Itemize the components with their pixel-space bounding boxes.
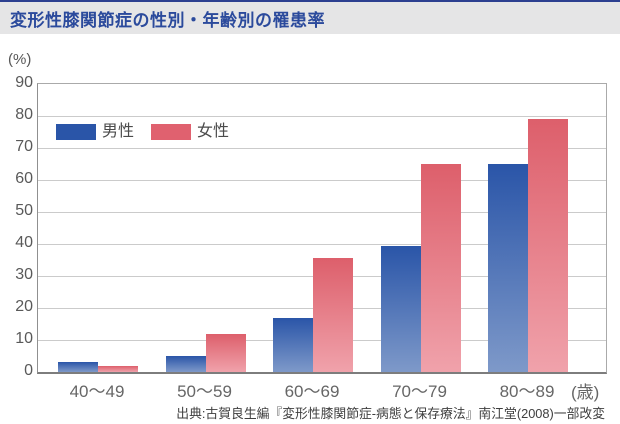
gridline-50 [38,212,606,213]
legend-swatch-male [56,124,96,140]
gridline-70 [38,148,606,149]
bar-male-60-69 [273,317,313,372]
y-axis-tick-70: 70 [15,138,33,155]
x-axis-unit-label: (歳) [571,383,600,402]
legend-label-female: 女性 [197,123,230,140]
gridline-40 [38,244,606,245]
x-axis-label-80-89: 80〜89 [499,382,555,401]
chart-legend: 男性 女性 [56,124,246,140]
title-bar: 変形性膝関節症の性別・年齢別の罹患率 [0,2,620,34]
bar-female-40-49 [98,365,138,372]
bar-female-80-89 [528,119,568,372]
bar-male-80-89 [488,164,528,372]
bar-female-50-59 [205,333,246,372]
y-axis-tick-30: 30 [15,266,33,283]
x-axis-label-70-79: 70〜79 [392,382,447,401]
page-title: 変形性膝関節症の性別・年齢別の罹患率 [10,10,325,30]
y-axis-tick-60: 60 [15,170,33,187]
x-axis-label-60-69: 60〜69 [284,382,340,401]
legend-label-male: 男性 [102,123,135,140]
bar-male-70-79 [380,245,421,372]
bar-male-50-59 [165,356,206,372]
y-axis-tick-80: 80 [15,106,33,123]
y-axis-unit-label: (%) [8,51,32,68]
bar-female-60-69 [313,258,353,372]
y-axis-tick-10: 10 [15,330,33,347]
y-axis-tick-40: 40 [15,234,33,251]
source-citation: 出典:古賀良生編『変形性膝関節症-病態と保存療法』南江堂(2008)一部改変 [176,406,605,421]
x-axis-label-40-49: 40〜49 [69,382,125,401]
plot-area: 男性 女性 [37,83,607,374]
y-axis-tick-20: 20 [15,298,33,315]
y-axis-tick-50: 50 [15,202,33,219]
gridline-80 [38,116,606,117]
y-axis-tick-90: 90 [15,74,33,91]
legend-swatch-female [151,124,192,140]
bar-male-40-49 [58,362,98,372]
gridline-60 [38,180,606,181]
x-axis-label-50-59: 50〜59 [177,382,232,401]
y-axis-tick-0: 0 [24,362,33,379]
top-accent-line [0,0,620,2]
bar-female-70-79 [420,164,461,372]
